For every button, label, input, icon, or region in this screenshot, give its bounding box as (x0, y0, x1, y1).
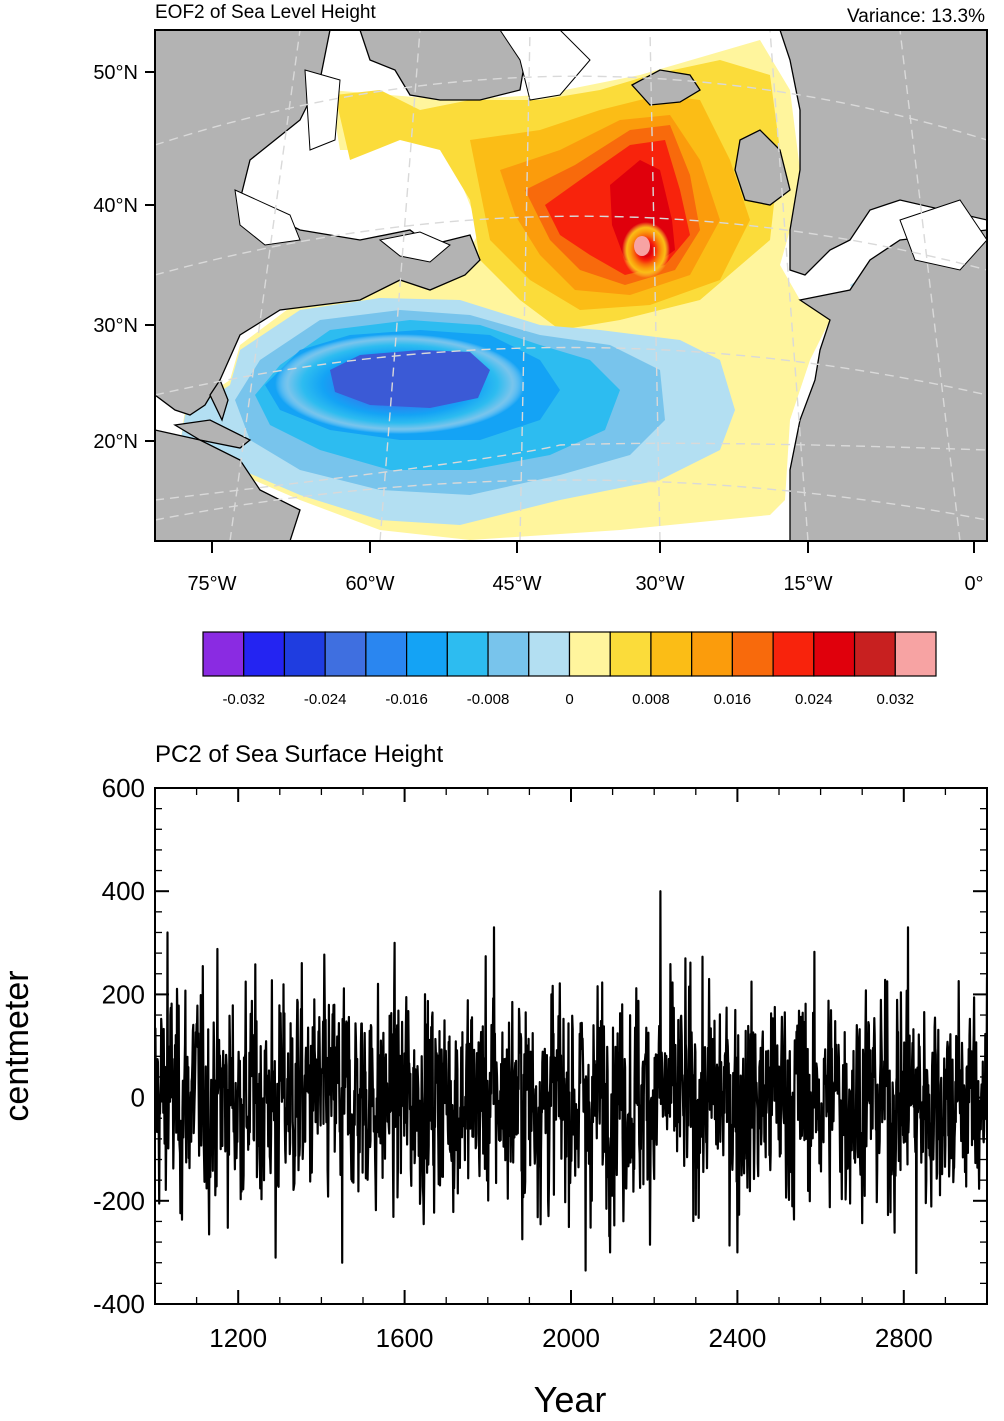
colorbar-label: 0 (565, 691, 573, 708)
map-lon-label: 60°W (345, 573, 394, 595)
europe (779, 30, 987, 276)
colorbar-label: -0.024 (304, 691, 347, 708)
map-title: EOF2 of Sea Level Height (155, 2, 376, 23)
colorbar-box (283, 631, 326, 677)
pc-ytick-label: 600 (102, 773, 145, 803)
pc-xtick-label: 2400 (708, 1323, 766, 1353)
pc-ytick-label: 400 (102, 876, 145, 906)
colorbar-label: 0.016 (714, 691, 752, 708)
colorbar-label: 0.024 (795, 691, 833, 708)
map-axes: 50°N 40°N 30°N 20°N 75°W 60°W 45°W 30°W 15°W 0° (93, 62, 983, 595)
colorbar-box (406, 631, 448, 677)
pc2-series-line (155, 890, 987, 1275)
iberia-africa (789, 229, 987, 541)
colorbar-box (487, 631, 530, 677)
pc-title: PC2 of Sea Surface Height (155, 741, 443, 768)
pc-xtick-label: 1200 (209, 1323, 267, 1353)
pc-xtick-label: 1600 (376, 1323, 434, 1353)
ice-patches (234, 30, 987, 271)
map-lon-label: 75°W (187, 573, 236, 595)
colorbar-box (202, 631, 245, 677)
colorbar-box (243, 631, 286, 677)
colorbar-box (853, 631, 896, 677)
map-lon-label: 30°W (635, 573, 684, 595)
colorbar-label: -0.008 (467, 691, 510, 708)
map-lat-label: 50°N (93, 62, 138, 84)
colorbar-label: 0.008 (632, 691, 670, 708)
map-variance: Variance: 13.3% (847, 6, 985, 27)
colorbar-box (568, 631, 611, 677)
colorbar-box (650, 631, 693, 677)
british-isles (734, 129, 791, 206)
map-lat-label: 30°N (93, 315, 138, 337)
map-lon-label: 45°W (492, 573, 541, 595)
pc-ytick-label: 0 (131, 1083, 145, 1113)
colorbar-box (772, 631, 815, 677)
eof-positive-peak (634, 236, 650, 256)
eof-field-negative-peak (330, 350, 490, 408)
pc-xlabel: Year (534, 1379, 607, 1420)
map-lon-label: 0° (964, 573, 983, 595)
pc-ytick-label: 200 (102, 979, 145, 1009)
pc-xtick-label: 2800 (875, 1323, 933, 1353)
colorbar-box (528, 631, 571, 677)
pc-ylabel: centmeter (0, 970, 36, 1121)
map-lat-label: 40°N (93, 195, 138, 217)
colorbar-box (446, 631, 489, 677)
colorbar: -0.032 -0.024 -0.016 -0.008 0 0.008 0.016 0.024… (202, 631, 937, 708)
map-frame (154, 29, 988, 542)
colorbar-box (731, 631, 774, 677)
colorbar-box (691, 631, 733, 677)
colorbar-box (894, 631, 937, 677)
colorbar-label: 0.032 (877, 691, 915, 708)
colorbar-box (813, 631, 856, 677)
colorbar-box (609, 631, 652, 677)
map-lat-label: 20°N (93, 431, 138, 453)
pc-ytick-label: -200 (93, 1186, 145, 1216)
florida (209, 378, 229, 422)
colorbar-label: -0.032 (222, 691, 265, 708)
colorbar-box (324, 631, 367, 677)
pc-timeseries: PC2 of Sea Surface Height 6004002000-200… (0, 741, 988, 1420)
pc-ytick-label: -400 (93, 1289, 145, 1319)
colorbar-box (365, 631, 408, 677)
map-lon-label: 15°W (783, 573, 832, 595)
graticule (155, 30, 987, 541)
eof-map: EOF2 of Sea Level Height Variance: 13.3%… (93, 2, 988, 595)
colorbar-label: -0.016 (385, 691, 428, 708)
pc-xtick-label: 2000 (542, 1323, 600, 1353)
caribbean-cuba (173, 419, 252, 449)
north-america (155, 30, 481, 416)
